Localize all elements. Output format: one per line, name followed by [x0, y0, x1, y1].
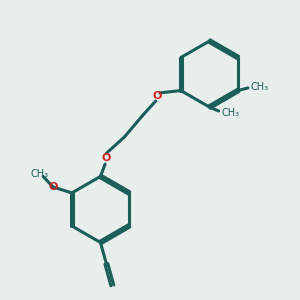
Text: O: O: [153, 91, 162, 101]
Text: O: O: [102, 153, 111, 163]
Text: CH₃: CH₃: [221, 108, 239, 118]
Text: CH₃: CH₃: [31, 169, 49, 179]
Text: O: O: [48, 182, 58, 192]
Text: CH₃: CH₃: [250, 82, 269, 92]
